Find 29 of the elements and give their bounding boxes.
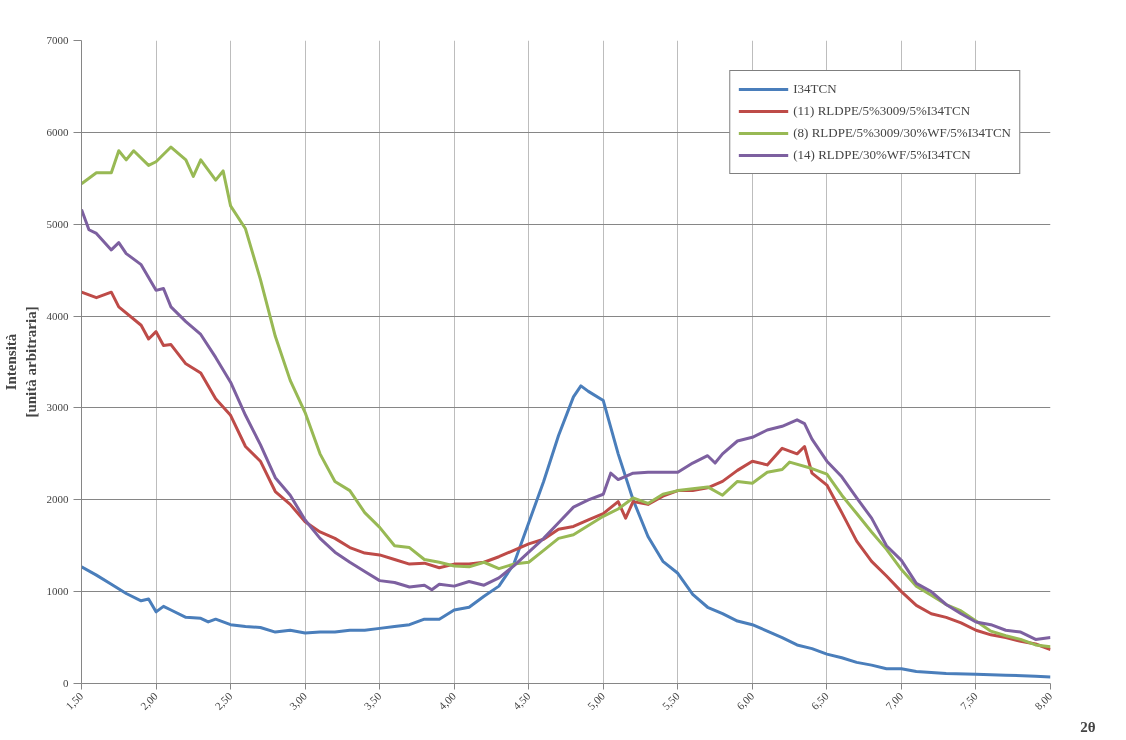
legend-label: (8) RLDPE/5%3009/30%WF/5%I34TCN — [793, 125, 1011, 141]
x-axis-title: 2θ — [1080, 718, 1096, 735]
y-tick-label: 7000 — [46, 34, 69, 46]
y-tick-label: 5000 — [46, 217, 69, 230]
x-tick-label: 5,50 — [659, 689, 683, 712]
x-tick-label: 3,00 — [286, 689, 310, 712]
y-tick-label: 3000 — [46, 401, 69, 414]
line-series — [81, 384, 1051, 679]
y-tick-label: 4000 — [46, 309, 69, 322]
x-tick-label: 1,50 — [63, 689, 86, 712]
x-tick-label: 2,50 — [212, 689, 235, 712]
y-tick-label: 2000 — [46, 493, 69, 506]
x-tick-label: 6,50 — [808, 689, 832, 712]
legend-label: (11) RLDPE/5%3009/5%I34TCN — [793, 103, 971, 119]
y-tick-label: 0 — [63, 677, 69, 689]
legend-label: I34TCN — [793, 81, 837, 97]
x-tick-label: 4,50 — [510, 689, 533, 712]
y-tick-label: 1000 — [46, 585, 69, 598]
x-tick-label: 7,50 — [957, 689, 981, 712]
x-tick-label: 8,00 — [1032, 689, 1055, 712]
y-tick-label: 6000 — [46, 125, 69, 138]
y-axis-title: Intensità [unità arbitraria] — [3, 306, 39, 418]
x-tick-label: 2,00 — [137, 689, 161, 712]
x-tick-label: 3,50 — [361, 689, 384, 712]
x-tick-label: 4,00 — [435, 689, 459, 712]
x-tick-label: 7,00 — [883, 689, 906, 712]
x-tick-label: 6,00 — [734, 689, 757, 712]
legend-label: (14) RLDPE/30%WF/5%I34TCN — [793, 147, 971, 163]
x-tick-label: 5,00 — [585, 689, 608, 712]
